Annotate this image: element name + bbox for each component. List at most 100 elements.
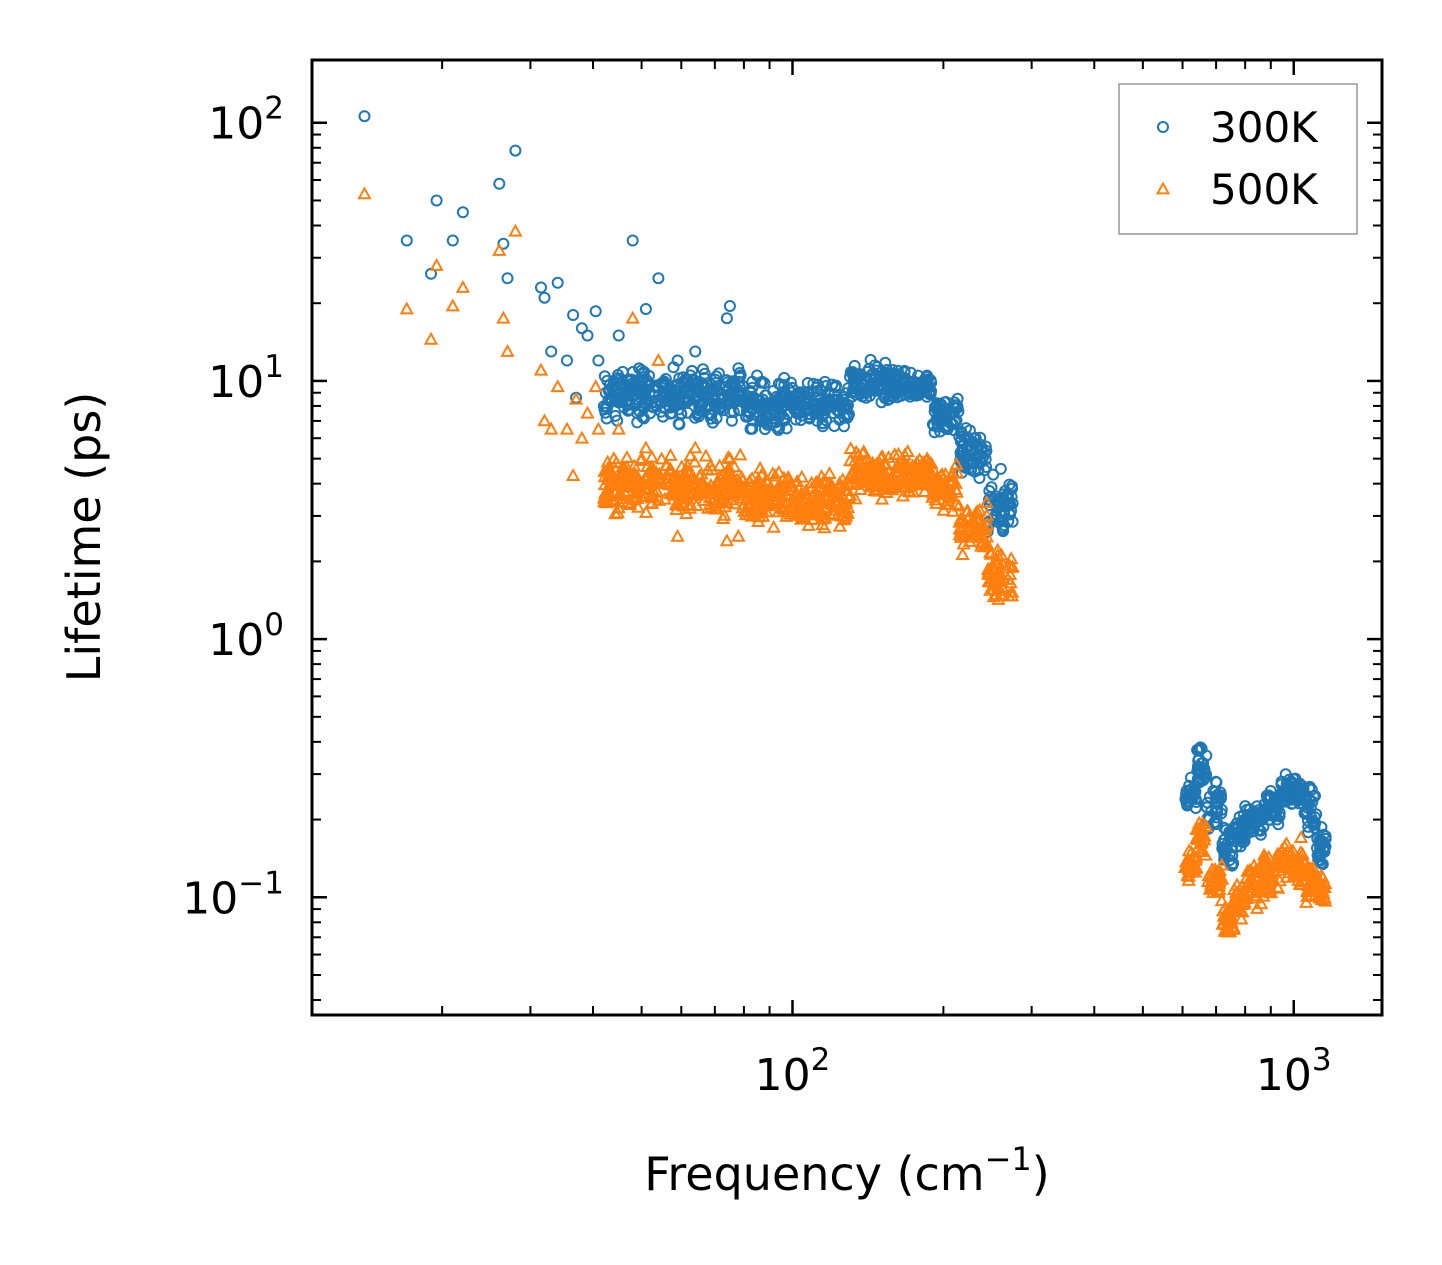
data-point [726,390,739,403]
data-point [996,557,1011,571]
data-point [843,488,858,501]
data-point [986,574,1002,588]
data-point [1246,858,1262,871]
data-point [994,462,1007,475]
data-point [812,475,827,489]
data-point [1318,841,1331,854]
data-point [601,493,616,507]
data-point [696,390,709,402]
data-point [941,423,954,436]
data-point [1006,515,1019,528]
data-point [815,511,830,525]
data-point [740,394,753,407]
data-point [1306,860,1321,874]
data-point [633,362,646,375]
data-point [400,234,413,247]
data-point [816,493,831,507]
data-point [624,478,640,491]
data-point [631,472,647,485]
data-point [644,495,660,509]
data-point [1293,830,1309,843]
data-point [639,303,652,315]
data-point [1204,876,1219,890]
data-point [1182,865,1197,879]
data-point [848,468,863,482]
data-point [741,507,756,521]
data-point [906,462,921,476]
legend-item-500K: 500K [1155,165,1319,214]
data-point [575,322,588,335]
data-point [677,469,692,483]
data-point [940,480,955,494]
data-point [609,409,622,422]
data-point [748,495,763,509]
data-point [746,375,759,388]
data-point [664,484,679,498]
data-point [1243,803,1256,816]
data-point [445,298,460,312]
data-point [430,194,443,207]
data-point [829,399,842,412]
data-point [633,453,649,466]
data-point [545,345,558,358]
data-point [1299,867,1314,881]
data-point [898,366,911,379]
data-point [1261,804,1274,817]
data-point [1262,884,1277,898]
data-point [929,495,944,509]
data-point [843,441,858,454]
data-point [607,470,622,484]
data-point [727,459,742,473]
data-point [1219,848,1232,861]
data-point [715,511,731,524]
data-point [661,387,674,400]
data-point [682,374,695,387]
data-point [623,497,638,510]
data-point [827,393,840,406]
data-point [742,486,758,500]
data-point [726,487,741,501]
data-point [652,272,665,285]
data-point [627,490,643,504]
data-point [1195,843,1210,857]
data-point [703,458,718,472]
data-point [1210,795,1223,808]
data-point [709,373,722,386]
data-point [640,459,655,472]
data-point [983,484,996,497]
data-point [1240,876,1255,890]
data-point [847,453,863,467]
data-point [581,329,594,342]
data-point [608,393,621,406]
data-point [949,496,964,510]
data-point [1003,575,1018,589]
data-point [853,482,868,495]
data-point [746,422,759,435]
data-point [646,469,662,483]
data-point [768,468,783,482]
data-point [804,475,819,489]
data-point [537,413,552,427]
data-point [964,523,979,537]
data-point [731,528,746,542]
data-point [841,398,854,411]
legend-marker [1157,121,1169,133]
data-point [909,475,925,489]
data-point [832,475,847,489]
data-point [815,384,828,397]
data-point [917,484,932,497]
data-point [597,477,613,491]
data-point [1002,515,1015,527]
data-point [1228,885,1244,899]
data-point [926,463,942,477]
data-point [574,430,590,444]
data-point [683,394,695,407]
data-point [860,391,873,404]
data-point [631,499,646,513]
data-point [974,538,989,552]
data-point [717,470,732,484]
data-point [1273,852,1288,866]
data-point [848,491,863,505]
data-point [837,496,852,510]
